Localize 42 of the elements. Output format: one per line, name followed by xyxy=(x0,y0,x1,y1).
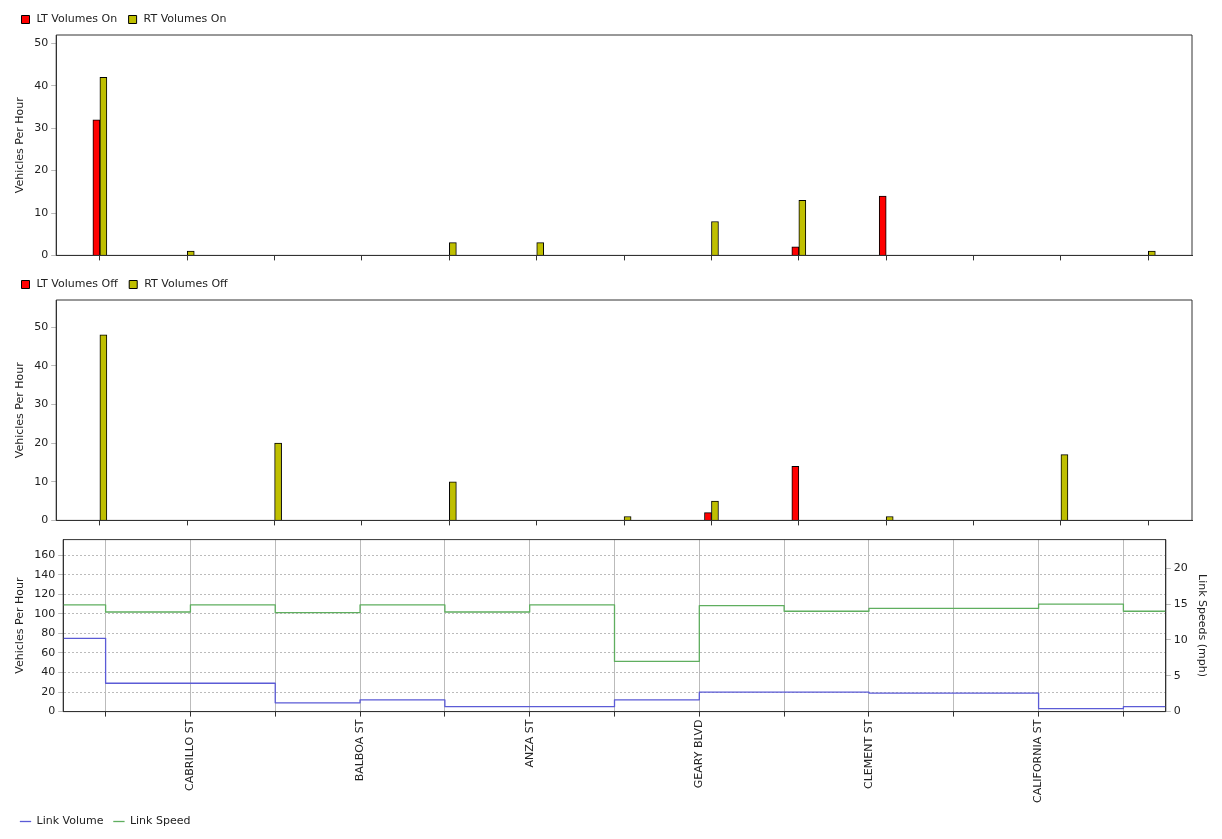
x-tick-label: CALIFORNIA ST xyxy=(1031,719,1045,803)
y-tick-label: 0 xyxy=(41,513,49,527)
legend-label: RT Volumes On xyxy=(143,12,227,26)
y-axis-title: Vehicles Per Hour xyxy=(13,577,27,674)
y-tick-label: 100 xyxy=(34,606,56,620)
x-tick-label: CABRILLO ST xyxy=(183,719,197,791)
y-tick-label: 20 xyxy=(34,163,49,177)
y-tick-label: 80 xyxy=(41,626,56,640)
x-tick-label: GEARY BLVD xyxy=(692,719,706,789)
y-axis-title: Vehicles Per Hour xyxy=(13,361,27,459)
y-tick-label: 40 xyxy=(41,665,56,679)
legend-label: Link Volume xyxy=(36,814,104,828)
y-tick-label: 160 xyxy=(34,548,56,562)
y2-tick-label: 5 xyxy=(1173,668,1181,682)
y-tick-label: 10 xyxy=(34,474,49,488)
y-axis-title: Vehicles Per Hour xyxy=(13,96,27,194)
y2-axis-title: Link Speeds (mph) xyxy=(1195,574,1209,678)
y-tick-label: 30 xyxy=(34,121,49,135)
y-tick-label: 140 xyxy=(34,567,56,581)
y-tick-label: 50 xyxy=(34,36,49,50)
y2-tick-label: 0 xyxy=(1173,704,1181,718)
y2-tick-label: 10 xyxy=(1173,632,1188,646)
y-tick-label: 30 xyxy=(34,397,49,411)
y2-tick-label: 20 xyxy=(1173,561,1188,575)
legend-label: RT Volumes Off xyxy=(144,277,229,291)
y-tick-label: 40 xyxy=(34,358,49,372)
y-tick-label: 0 xyxy=(48,704,56,718)
y2-tick-label: 15 xyxy=(1173,596,1188,610)
y-tick-label: 20 xyxy=(34,435,49,449)
legend-label: Link Speed xyxy=(129,814,191,828)
x-tick-label: BALBOA ST xyxy=(352,719,366,782)
y-tick-label: 120 xyxy=(34,587,56,601)
legend-label: LT Volumes Off xyxy=(36,277,119,291)
x-tick-label: ANZA ST xyxy=(522,719,536,768)
y-tick-label: 20 xyxy=(41,684,56,698)
legend-label: LT Volumes On xyxy=(36,12,118,26)
y-tick-label: 60 xyxy=(41,645,56,659)
y-tick-label: 50 xyxy=(34,319,49,333)
y-tick-label: 40 xyxy=(34,78,49,92)
x-tick-label: CLEMENT ST xyxy=(861,719,875,789)
y-tick-label: 10 xyxy=(34,205,49,219)
y-tick-label: 0 xyxy=(41,248,49,262)
